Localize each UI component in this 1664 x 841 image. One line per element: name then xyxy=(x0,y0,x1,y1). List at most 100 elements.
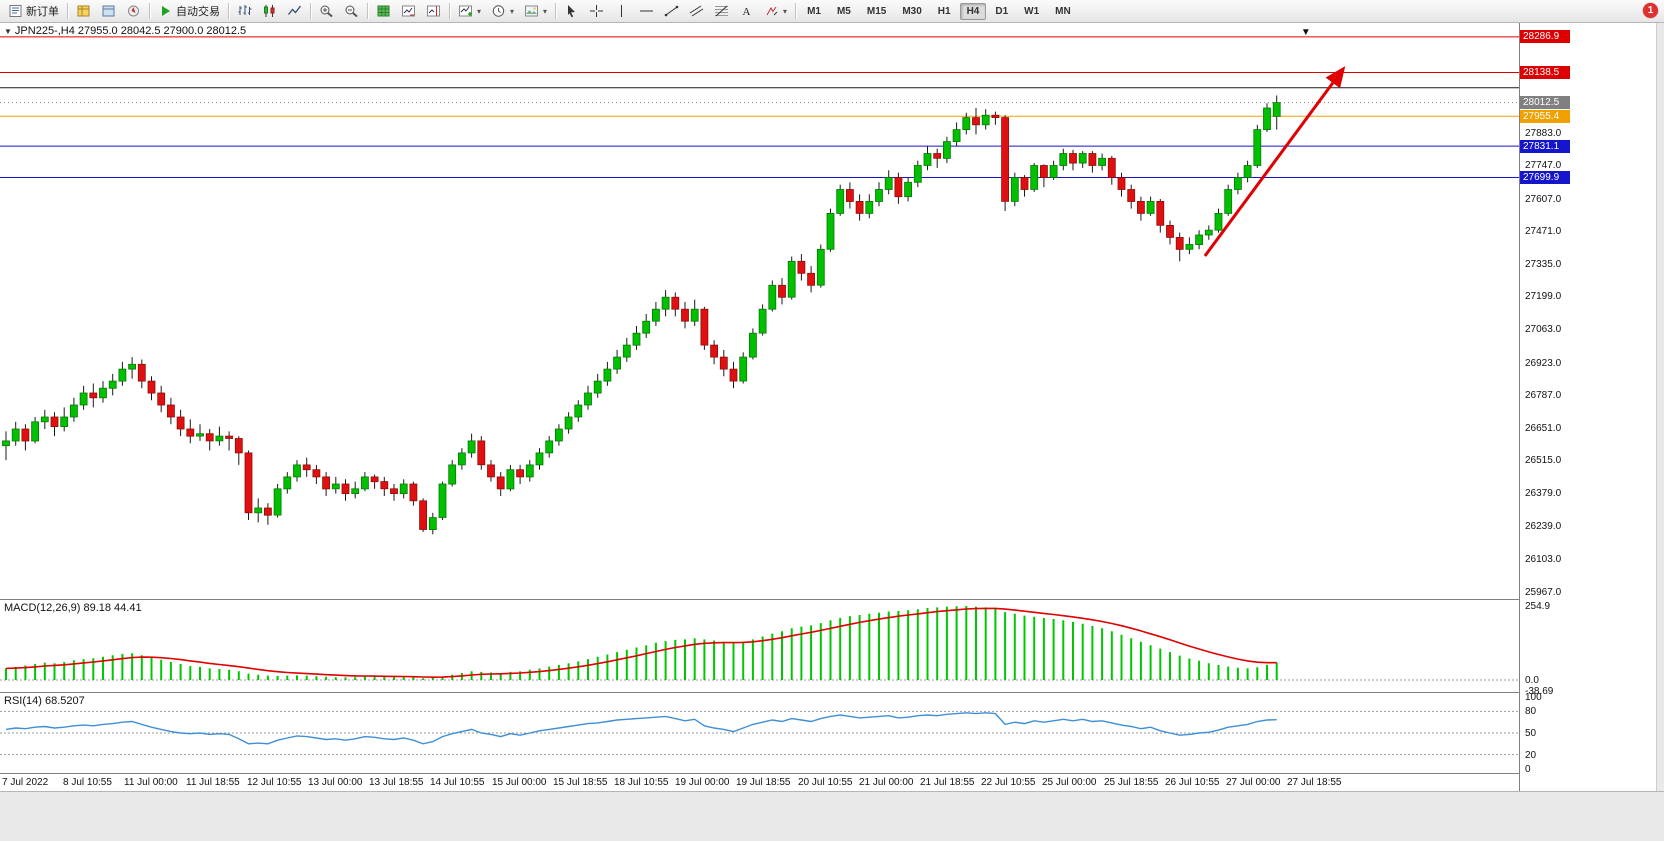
rsi-axis-label: 80 xyxy=(1525,706,1537,717)
toolbar-separator xyxy=(310,3,311,19)
main-toolbar: 新订单 自动交易 ▾ ▾ ▾ A ▾ M1 M5 M15 M30 H1 H4 D1 W1 MN 1 xyxy=(0,0,1664,23)
chevron-down-icon: ▾ xyxy=(543,6,548,16)
navigator-button[interactable] xyxy=(121,0,146,22)
equidistant-channel-button[interactable] xyxy=(684,0,709,22)
price-axis-label: 27199.0 xyxy=(1525,291,1562,302)
price-level-badge: 28286.9 xyxy=(1520,30,1570,43)
macd-axis-label: 254.9 xyxy=(1525,601,1551,612)
time-axis[interactable]: 7 Jul 2022 8 Jul 10:55 11 Jul 00:00 11 Jul … xyxy=(0,774,1519,791)
market-watch-button[interactable] xyxy=(71,0,96,22)
price-axis-label: 26923.0 xyxy=(1525,358,1562,369)
time-axis-label: 13 Jul 00:00 xyxy=(308,777,363,788)
timeframe-M5-button[interactable]: M5 xyxy=(836,5,851,17)
autotrading-button[interactable]: 自动交易 xyxy=(153,0,225,22)
timeframe-M15-button[interactable]: M15 xyxy=(866,5,887,17)
bar-chart-icon xyxy=(237,4,252,18)
toolbar-separator xyxy=(449,3,450,19)
crosshair-button[interactable] xyxy=(584,0,609,22)
chart-shift-icon xyxy=(426,4,441,18)
indicators-button[interactable]: ▾ xyxy=(453,0,486,22)
price-level-badge: 28012.5 xyxy=(1520,96,1570,109)
price-axis-label: 27883.0 xyxy=(1525,128,1562,139)
bar-chart-button[interactable] xyxy=(232,0,257,22)
cursor-button[interactable] xyxy=(559,0,584,22)
equidistant-channel-icon xyxy=(689,4,704,18)
templates-button[interactable]: ▾ xyxy=(519,0,552,22)
line-chart-button[interactable] xyxy=(282,0,307,22)
price-level-badge: 27955.4 xyxy=(1520,110,1570,123)
chart-marker-triangle[interactable]: ▼ xyxy=(1301,27,1311,38)
time-axis-label: 7 Jul 2022 xyxy=(2,777,49,788)
price-axis-label: 26103.0 xyxy=(1525,554,1562,565)
price-axis-label: 25967.0 xyxy=(1525,587,1562,598)
line-chart-icon xyxy=(287,4,302,18)
time-axis-label: 15 Jul 18:55 xyxy=(553,777,608,788)
rsi-line xyxy=(5,712,1277,745)
text-icon: A xyxy=(739,4,754,18)
horizontal-line-button[interactable] xyxy=(634,0,659,22)
zoom-in-icon xyxy=(319,4,334,18)
price-axis-label: 27063.0 xyxy=(1525,324,1562,335)
new-order-button[interactable]: 新订单 xyxy=(3,0,64,22)
trendline-button[interactable] xyxy=(659,0,684,22)
timeframe-MN-button[interactable]: MN xyxy=(1055,5,1071,17)
candlestick-chart-area[interactable]: ▼ xyxy=(0,23,1519,599)
arrows-button[interactable]: ▾ xyxy=(759,0,792,22)
trend-arrow-annotation[interactable] xyxy=(1203,66,1346,257)
macd-histogram xyxy=(5,606,1278,680)
text-button[interactable]: A xyxy=(734,0,759,22)
rsi-axis-label: 0 xyxy=(1525,764,1531,775)
timeframe-M30-button[interactable]: M30 xyxy=(902,5,922,17)
toolbar-separator xyxy=(149,3,150,19)
trendline-icon xyxy=(664,4,679,18)
svg-text:A: A xyxy=(743,6,751,18)
auto-scroll-button[interactable] xyxy=(396,0,421,22)
time-axis-label: 15 Jul 00:00 xyxy=(492,777,547,788)
timeframe-D1-button[interactable]: D1 xyxy=(995,5,1009,17)
macd-chart-area[interactable] xyxy=(0,600,1519,692)
timeframe-H1-button[interactable]: H1 xyxy=(937,5,951,17)
market-watch-icon xyxy=(76,4,91,18)
autotrading-label: 自动交易 xyxy=(176,6,220,18)
price-axis-label: 27747.0 xyxy=(1525,160,1562,171)
timeframe-H4-button[interactable]: H4 xyxy=(959,2,987,20)
candlestick-chart-button[interactable] xyxy=(257,0,282,22)
toolbar-separator xyxy=(228,3,229,19)
navigator-icon xyxy=(126,4,141,18)
vertical-line-icon xyxy=(614,4,629,18)
toolbar-separator xyxy=(555,3,557,19)
time-axis-label: 13 Jul 18:55 xyxy=(369,777,424,788)
chart-menu-icon[interactable]: ▼ xyxy=(4,27,12,36)
toolbar-separator xyxy=(367,3,368,19)
chart-caption: ▼ JPN225-,H4 27955.0 28042.5 27900.0 2801… xyxy=(4,25,246,37)
vertical-line-button[interactable] xyxy=(609,0,634,22)
main-chart-pane: ▼ JPN225-,H4 27955.0 28042.5 27900.0 2801… xyxy=(0,23,1519,600)
chart-shift-button[interactable] xyxy=(421,0,446,22)
indicators-icon xyxy=(458,4,473,18)
time-axis-label: 27 Jul 18:55 xyxy=(1287,777,1342,788)
new-order-icon xyxy=(8,4,23,18)
time-axis-label: 21 Jul 00:00 xyxy=(859,777,914,788)
price-level-badge: 27699.9 xyxy=(1520,171,1570,184)
time-axis-label: 25 Jul 00:00 xyxy=(1042,777,1097,788)
price-axis-label: 27471.0 xyxy=(1525,226,1562,237)
rsi-chart-area[interactable] xyxy=(0,693,1519,773)
chart-window: ▼ JPN225-,H4 27955.0 28042.5 27900.0 2801… xyxy=(0,23,1664,841)
price-level-badge: 27831.1 xyxy=(1520,140,1570,153)
rsi-pane: RSI(14) 68.5207 xyxy=(0,693,1519,774)
zoom-in-button[interactable] xyxy=(314,0,339,22)
zoom-out-button[interactable] xyxy=(339,0,364,22)
new-chart-button[interactable] xyxy=(371,0,396,22)
notification-badge[interactable]: 1 xyxy=(1643,3,1658,18)
data-window-button[interactable] xyxy=(96,0,121,22)
time-axis-label: 21 Jul 18:55 xyxy=(920,777,975,788)
timeframe-M1-button[interactable]: M1 xyxy=(807,5,821,17)
price-axis-label: 26379.0 xyxy=(1525,488,1562,499)
time-axis-label: 18 Jul 10:55 xyxy=(614,777,669,788)
periods-button[interactable]: ▾ xyxy=(486,0,519,22)
timeframe-W1-button[interactable]: W1 xyxy=(1024,5,1040,17)
fibonacci-button[interactable] xyxy=(709,0,734,22)
macd-label: MACD(12,26,9) 89.18 44.41 xyxy=(4,602,142,614)
time-axis-label: 20 Jul 10:55 xyxy=(798,777,853,788)
right-window-edge xyxy=(1656,23,1664,840)
